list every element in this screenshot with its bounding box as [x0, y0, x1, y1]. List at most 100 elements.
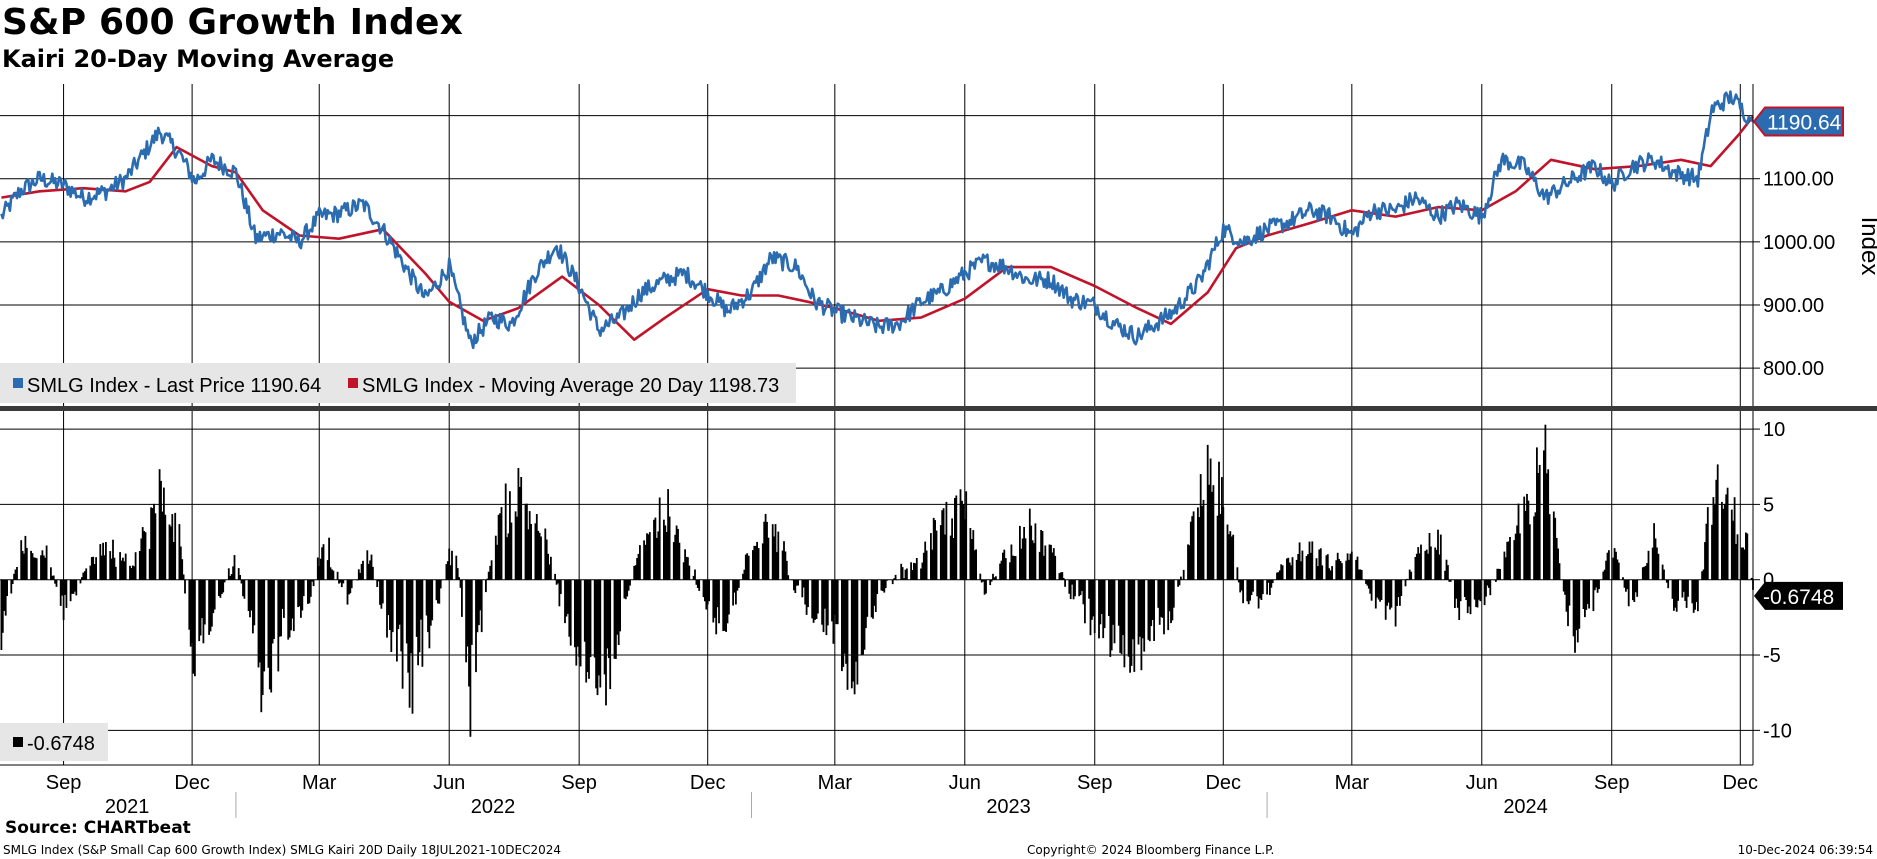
kairi-bar [564, 579, 566, 624]
moving-average-line [1, 115, 1755, 341]
kairi-bar [534, 523, 537, 580]
kairi-bar [655, 537, 658, 580]
kairi-bar [842, 579, 845, 667]
kairi-bar [1536, 447, 1538, 580]
kairi-bar [1198, 517, 1201, 580]
kairi-bar [906, 568, 908, 580]
kairi-bar [826, 579, 829, 626]
kairi-bar [965, 491, 968, 580]
kairi-bar [873, 579, 876, 606]
kairi-bar [281, 579, 284, 609]
kairi-bar [1010, 544, 1013, 580]
kairi-bar [744, 554, 747, 580]
kairi-bar [1623, 579, 1626, 588]
kairi-bar [1674, 579, 1677, 608]
kairi-bar [339, 579, 342, 583]
kairi-bar [993, 577, 996, 580]
kairi-bar [783, 541, 785, 580]
kairi-bar [321, 547, 323, 580]
kairi-bar [1622, 577, 1624, 580]
kairi-bar [722, 579, 725, 631]
kairi-bar [1705, 523, 1708, 580]
kairi-bar [1100, 579, 1103, 614]
kairi-bar [1212, 485, 1215, 580]
kairi-bar [675, 525, 678, 580]
kairi-bar [328, 537, 330, 580]
kairi-bar [1602, 571, 1605, 580]
kairi-bar [211, 579, 213, 627]
kairi-bar [698, 579, 701, 591]
kairi-bar [616, 579, 619, 635]
kairi-bar [596, 579, 599, 696]
kairi-bar [1588, 579, 1590, 609]
kairi-bar [487, 571, 490, 580]
kairi-bar [756, 541, 758, 580]
kairi-bar [716, 579, 719, 608]
kairi-bar [1041, 531, 1044, 580]
kairi-bar [1533, 516, 1535, 580]
kairi-bar [1370, 579, 1373, 601]
kairi-bar [1127, 579, 1130, 657]
kairi-bar [283, 579, 285, 618]
kairi-bar [75, 579, 78, 596]
kairi-bar [752, 550, 754, 580]
kairi-bar [1740, 547, 1743, 580]
kairi-bar [896, 579, 898, 581]
kairi-bar [1359, 569, 1362, 580]
kairi-bar [1341, 563, 1343, 580]
kairi-bar [832, 579, 835, 644]
kairi-bar [201, 579, 203, 619]
kairi-bar [429, 579, 432, 626]
kairi-legend-swatch [13, 737, 23, 747]
kairi-bar [240, 579, 243, 584]
kairi-bar [1355, 559, 1357, 580]
kairi-bar [1552, 511, 1555, 580]
kairi-bar [1024, 538, 1027, 580]
kairi-bar [526, 503, 528, 580]
kairi-legend-label: -0.6748 [27, 733, 95, 755]
kairi-last-tag-label: -0.6748 [1763, 586, 1834, 609]
kairi-bar [1266, 579, 1268, 595]
kairi-bar [1424, 550, 1427, 580]
kairi-bar [1438, 554, 1441, 580]
kairi-bar [34, 557, 37, 580]
kairi-bar [1528, 524, 1531, 580]
kairi-bar [1232, 534, 1235, 580]
kairi-bar [684, 549, 686, 580]
kairi-bar [972, 530, 975, 580]
kairi-bar [1575, 579, 1578, 631]
kairi-bar [1110, 579, 1113, 651]
kairi-bar [268, 579, 271, 690]
kairi-bar [1414, 557, 1417, 580]
kairi-bar [1000, 560, 1003, 580]
kairi-bar [438, 579, 441, 604]
kairi-bar [21, 550, 24, 580]
kairi-bar [1366, 579, 1369, 586]
kairi-bar [54, 579, 56, 584]
kairi-bar [846, 579, 849, 690]
kairi-bar [100, 555, 103, 580]
kairi-bar [164, 514, 167, 580]
kairi-bar [784, 551, 787, 580]
kairi-bar [815, 579, 818, 619]
kairi-bar [961, 500, 963, 580]
kairi-bar [685, 556, 688, 580]
kairi-bar [1454, 579, 1456, 608]
kairi-bar [349, 579, 352, 594]
kairi-bar [825, 579, 828, 636]
kairi-bar [550, 556, 552, 580]
kairi-bar [397, 579, 400, 630]
kairi-bar [1261, 579, 1264, 595]
kairi-bar [1661, 564, 1664, 580]
kairi-bar [624, 579, 627, 600]
kairi-bar [694, 569, 696, 580]
kairi-bar [346, 579, 349, 605]
kairi-bar [1078, 579, 1081, 597]
kairi-bar [292, 579, 295, 632]
kairi-bar [746, 553, 749, 580]
kairi-bar [1311, 541, 1314, 580]
kairi-bar [377, 579, 380, 582]
kairi-bar [1360, 570, 1363, 580]
kairi-bar [1425, 549, 1428, 580]
kairi-bar [1187, 544, 1189, 580]
